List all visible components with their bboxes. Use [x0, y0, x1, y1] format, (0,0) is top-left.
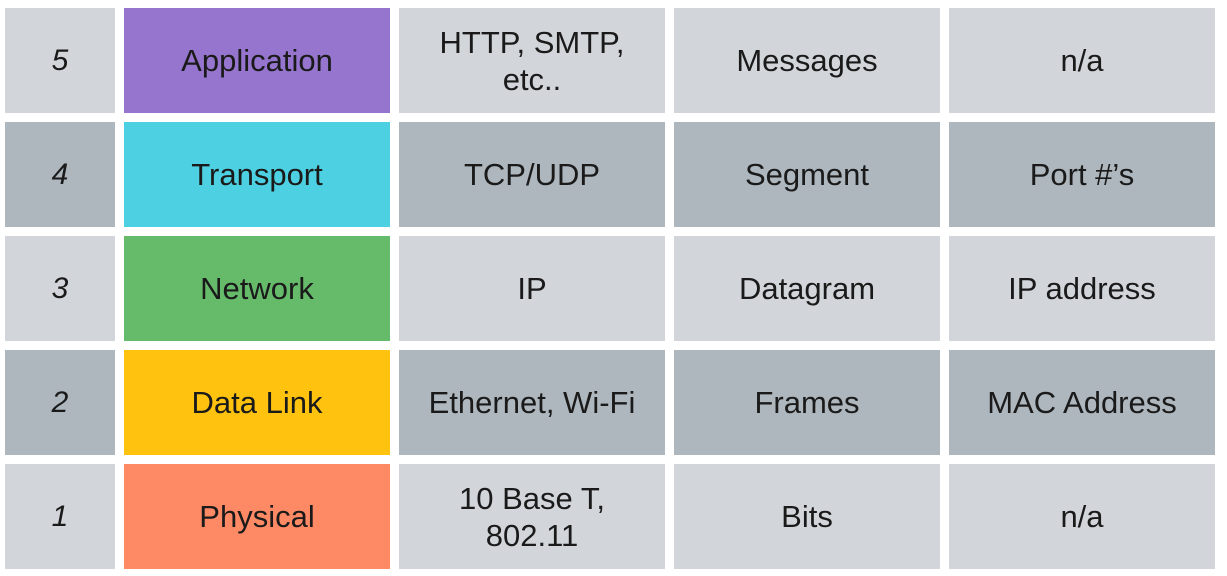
layer-name-application: Application — [124, 8, 390, 113]
addressing-network: IP address — [949, 236, 1215, 341]
layer-name-physical: Physical — [124, 464, 390, 569]
protocols-physical: 10 Base T, 802.11 — [399, 464, 665, 569]
layer-name-data-link: Data Link — [124, 350, 390, 455]
addressing-application: n/a — [949, 8, 1215, 113]
protocols-data-link: Ethernet, Wi-Fi — [399, 350, 665, 455]
pdu-data-link: Frames — [674, 350, 940, 455]
pdu-network: Datagram — [674, 236, 940, 341]
protocols-transport: TCP/UDP — [399, 122, 665, 227]
layer-number-3: 3 — [5, 236, 115, 341]
protocols-network: IP — [399, 236, 665, 341]
protocols-application: HTTP, SMTP, etc.. — [399, 8, 665, 113]
layer-number-5: 5 — [5, 8, 115, 113]
pdu-transport: Segment — [674, 122, 940, 227]
layer-number-2: 2 — [5, 350, 115, 455]
layer-name-network: Network — [124, 236, 390, 341]
layer-name-transport: Transport — [124, 122, 390, 227]
addressing-data-link: MAC Address — [949, 350, 1215, 455]
layer-number-4: 4 — [5, 122, 115, 227]
pdu-application: Messages — [674, 8, 940, 113]
network-layers-table: 5 Application HTTP, SMTP, etc.. Messages… — [5, 8, 1218, 570]
addressing-transport: Port #’s — [949, 122, 1215, 227]
pdu-physical: Bits — [674, 464, 940, 569]
addressing-physical: n/a — [949, 464, 1215, 569]
layer-number-1: 1 — [5, 464, 115, 569]
